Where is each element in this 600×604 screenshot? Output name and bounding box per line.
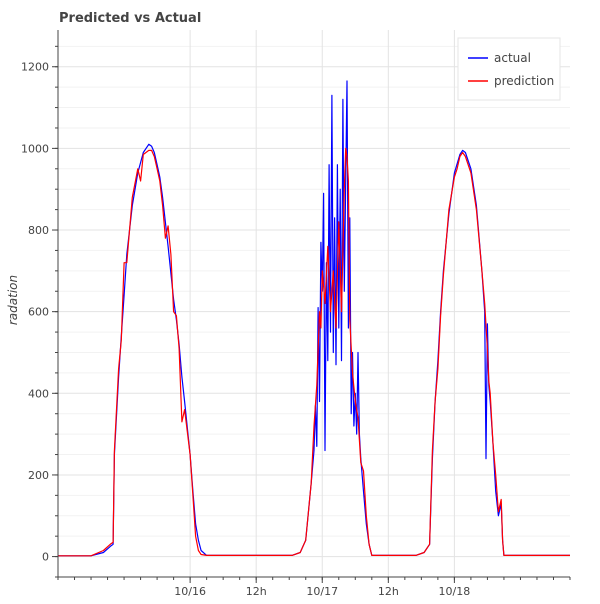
legend-label-actual: actual	[494, 51, 531, 65]
axes: 0 200 400 600 800 1000 1200 10/16 12h 10/17 12h 10/…	[21, 30, 571, 598]
legend-box	[457, 37, 561, 101]
y-tick-label: 1200	[21, 61, 49, 74]
x-tick-label: 10/16	[174, 585, 206, 598]
series-layer	[58, 80, 570, 557]
x-tick-label: 12h	[378, 585, 399, 598]
y-tick-label: 1000	[21, 142, 49, 155]
y-tick-label: 200	[28, 469, 49, 482]
y-tick-label: 400	[28, 387, 49, 400]
x-tick-label: 10/18	[439, 585, 471, 598]
y-tick-label: 600	[28, 306, 49, 319]
legend-label-prediction: prediction	[494, 74, 554, 88]
series-line-actual	[58, 80, 570, 557]
chart-title: Predicted vs Actual	[59, 11, 201, 26]
x-tick-label: 12h	[246, 585, 267, 598]
y-axis-label: radation	[6, 275, 20, 325]
series-line-prediction	[58, 147, 570, 557]
y-tick-label: 0	[42, 551, 49, 564]
legend: actual prediction	[457, 37, 561, 101]
x-tick-label: 10/17	[306, 585, 338, 598]
y-tick-label: 800	[28, 224, 49, 237]
